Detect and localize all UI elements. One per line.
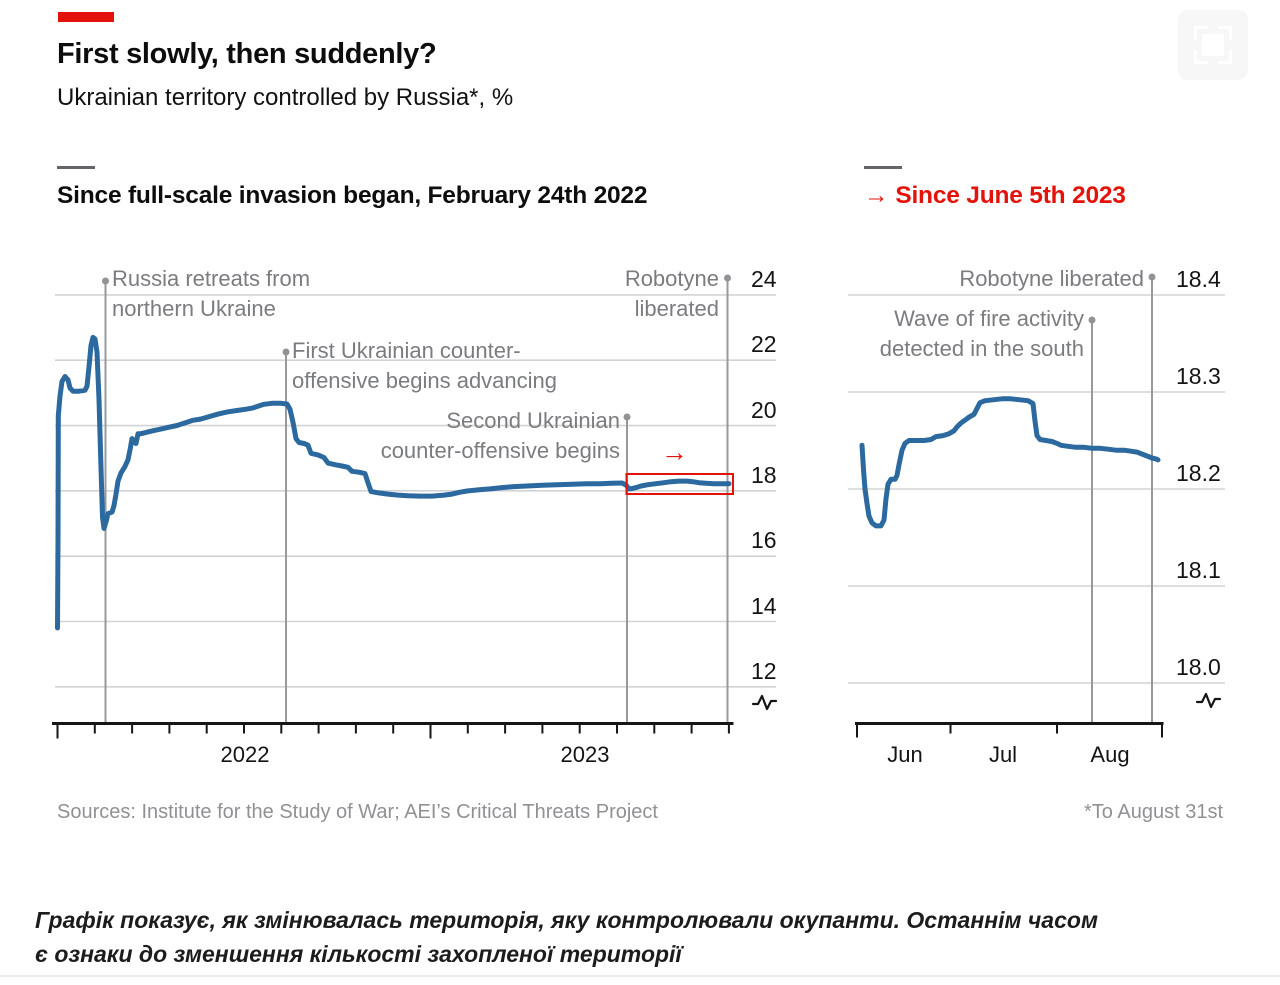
annotation-0-2: Second Ukrainian counter-offensive begin… [380,408,620,463]
annotation-0-3: Robotyne liberated [624,266,719,321]
right-panel-dash [864,166,902,169]
axis-break-icon [1195,692,1222,709]
y-tick-label: 18.4 [1176,266,1221,292]
y-tick-label: 14 [751,592,777,619]
territory-line-right [859,396,1161,529]
y-tick-label: 18 [751,461,777,488]
watermark-corner-icon [1194,50,1208,64]
axis-break-icon [751,694,778,711]
event-dot-first-counteroffensive [282,348,290,356]
highlight-box [625,473,734,495]
sources-note: Sources: Institute for the Study of War;… [57,801,658,823]
annotation-0-1: First Ukrainian counter- offensive begin… [292,338,558,393]
x-tick-label: Aug [1090,742,1130,767]
watermark-square-icon [1202,34,1224,56]
arrow-right-icon: → [864,182,889,209]
y-tick-label: 18.3 [1176,363,1221,389]
annotation-1-1: Wave of fire activity detected in the so… [879,306,1084,361]
y-tick-label: 24 [751,265,777,292]
chart-title: First slowly, then suddenly? [57,38,437,70]
x-tick-label: Jun [887,742,923,767]
chart-subtitle: Ukrainian territory controlled by Russia… [57,84,514,111]
y-tick-label: 18.0 [1176,654,1221,680]
watermark-corner-icon [1218,26,1232,40]
event-dot-robotyne-liberated [724,274,731,282]
watermark-corner-icon [1194,26,1208,40]
event-dot-russia-retreats [102,277,109,285]
territory-line-left [55,334,732,631]
annotation-0-0: Russia retreats from northern Ukraine [112,266,311,321]
watermark-logo [1178,10,1248,80]
left-panel-dash [57,166,95,169]
x-tick-label: Jul [988,742,1018,767]
right-panel-header: → Since June 5th 2023 [864,182,1126,210]
trend-arrow-icon: → [661,437,688,467]
right-panel-header-text: Since June 5th 2023 [895,182,1126,209]
event-dot-wave-of-fire-activity [1088,316,1096,324]
y-tick-label: 16 [751,527,777,554]
watermark-corner-icon [1218,50,1232,64]
event-dot-robotyne-liberated [1148,273,1156,281]
y-tick-label: 12 [751,657,777,684]
y-tick-label: 20 [751,396,777,423]
x-tick-label: 2022 [220,742,270,767]
asterisk-footnote: *To August 31st [1084,801,1223,823]
annotation-1-0: Robotyne liberated [959,266,1144,291]
y-tick-label: 22 [751,331,777,358]
bottom-divider [0,975,1280,977]
y-tick-label: 18.2 [1176,460,1221,486]
y-tick-label: 18.1 [1176,557,1221,583]
event-dot-second-counteroffensive [623,413,631,421]
x-tick-label: 2023 [560,742,610,767]
economist-red-tab [58,12,114,22]
ukrainian-caption: Графік показує, як змінювалась територія… [35,907,1098,967]
left-panel-header: Since full-scale invasion began, Februar… [57,182,648,209]
